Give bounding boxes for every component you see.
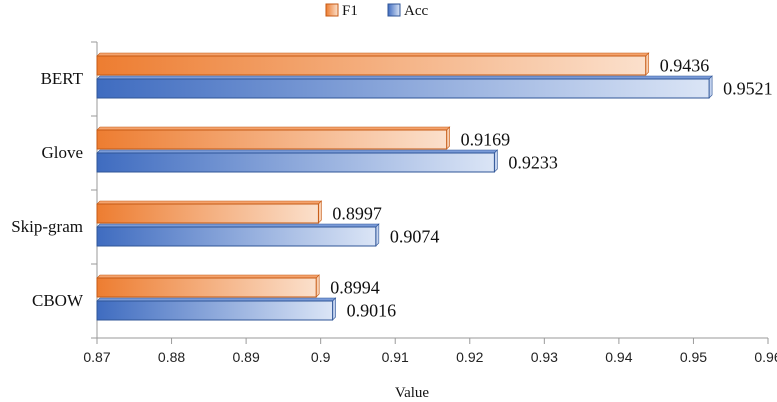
legend: F1 Acc — [325, 3, 428, 19]
x-tick-label: 0.95 — [680, 349, 707, 365]
data-label-f1: 0.8994 — [330, 278, 380, 298]
x-tick-label: 0.91 — [382, 349, 409, 365]
x-axis-title: Value — [395, 385, 429, 401]
bar-f1 — [96, 55, 647, 76]
data-label-f1: 0.9169 — [461, 130, 511, 150]
data-label-acc: 0.9233 — [508, 153, 558, 173]
category-label: Glove — [41, 143, 83, 162]
bar-acc — [96, 226, 377, 247]
bar-acc — [96, 78, 710, 99]
data-label-f1: 0.9436 — [660, 56, 710, 76]
bar-f1 — [96, 129, 448, 150]
data-label-f1: 0.8997 — [332, 204, 382, 224]
data-label-acc: 0.9016 — [347, 301, 397, 321]
x-tick-label: 0.88 — [158, 349, 185, 365]
data-label-acc: 0.9074 — [390, 227, 440, 247]
plot-area: 0.87 0.88 0.89 0.9 0.91 0.92 0.93 0.94 0.95 0.96 B… — [11, 41, 777, 365]
x-tick-label: 0.87 — [83, 349, 110, 365]
legend-label-f1: F1 — [342, 3, 358, 19]
bar-acc — [96, 300, 334, 321]
x-tick-label: 0.94 — [605, 349, 632, 365]
x-tick-label: 0.9 — [311, 349, 331, 365]
data-label-acc: 0.9521 — [723, 79, 773, 99]
x-tick-label: 0.96 — [754, 349, 777, 365]
bar-f1 — [96, 277, 317, 298]
category-label: CBOW — [32, 291, 84, 310]
bar-acc — [96, 152, 495, 173]
bar-f1 — [96, 203, 319, 224]
x-tick-label: 0.92 — [456, 349, 483, 365]
legend-swatch-acc — [387, 3, 401, 17]
legend-swatch-f1 — [325, 3, 339, 17]
category-label: Skip-gram — [11, 217, 83, 236]
category-label: BERT — [41, 69, 84, 88]
legend-label-acc: Acc — [404, 3, 428, 19]
x-tick-label: 0.93 — [531, 349, 558, 365]
x-tick-label: 0.89 — [232, 349, 259, 365]
